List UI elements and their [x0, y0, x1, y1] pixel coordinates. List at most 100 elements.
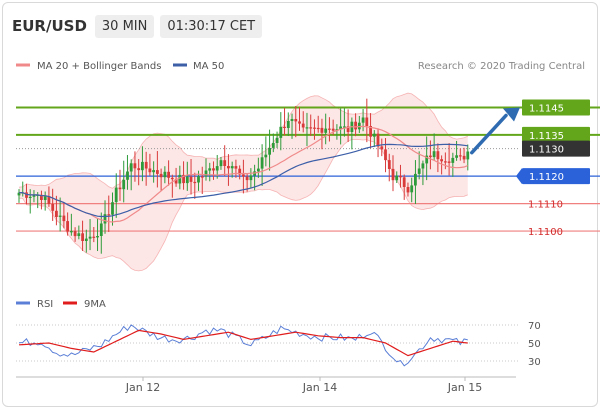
candle-body [200, 176, 204, 178]
projection-arrow-shaft [470, 113, 508, 155]
candle-body [17, 192, 21, 196]
candle-body [309, 127, 313, 129]
candle-body [417, 168, 421, 174]
candle-body [365, 117, 369, 126]
candle-body [174, 179, 178, 184]
candle-body [257, 168, 260, 172]
candle-body [111, 202, 114, 215]
candle-body [193, 181, 197, 184]
time-label-jan-12: Jan 12 [125, 381, 160, 394]
candle-body [230, 166, 234, 169]
candle-body [144, 161, 148, 169]
candle-body [354, 121, 357, 130]
candle-body [88, 236, 92, 239]
candle-body [133, 163, 137, 169]
candle-body [387, 160, 391, 169]
candle-body [421, 163, 425, 169]
candle-body [223, 160, 227, 166]
candle-body [455, 155, 458, 158]
candle-body [163, 171, 167, 178]
main-plot: 1.1145 1.1135 1.1130 1.1120 1.1110 1.1100 [16, 92, 600, 272]
ma50-line [18, 143, 468, 218]
candle-body [275, 137, 279, 143]
research-credit: Research © 2020 Trading Central [418, 61, 585, 72]
ma50-legend-label: MA 50 [193, 61, 224, 72]
candle-body [212, 168, 215, 171]
time-axis-labels: Jan 12 Jan 14 Jan 15 [125, 377, 482, 394]
candle-body [324, 128, 328, 133]
candle-body [28, 196, 32, 198]
time-label-jan-14: Jan 14 [302, 381, 337, 394]
candle-body [343, 126, 346, 128]
candle-body [107, 214, 111, 216]
candle-body [346, 126, 350, 132]
candle-body [238, 168, 242, 175]
rsi-ma-line [18, 329, 468, 357]
candle-body [447, 161, 451, 163]
chart-header: EUR/USD 30 MIN 01:30:17 CET [12, 12, 268, 40]
candle-body [361, 117, 365, 123]
candle-body [320, 127, 324, 133]
candle-body [290, 119, 294, 121]
candle-body [339, 126, 342, 130]
symbol-label: EUR/USD [12, 17, 87, 35]
candle-body [204, 170, 208, 177]
candle-body [432, 151, 436, 158]
candle-body [152, 170, 155, 173]
candle-body [66, 221, 69, 232]
candle-body [170, 177, 174, 180]
candle-body [395, 175, 399, 181]
candle-body [25, 192, 28, 198]
candle-body [182, 174, 185, 184]
candle-body [369, 126, 372, 137]
candle-body [47, 196, 51, 204]
candle-body [137, 168, 141, 171]
candle-body [148, 168, 152, 173]
candle-body [313, 127, 316, 129]
candle-body [391, 168, 395, 181]
candle-body [410, 185, 414, 193]
candle-body [451, 157, 455, 163]
candle-body [242, 174, 245, 177]
candle-body [51, 204, 55, 211]
rsi-plot: 70 50 30 [16, 321, 541, 368]
candle-body [84, 238, 88, 241]
candle-body [376, 133, 380, 147]
candle-body [271, 143, 275, 148]
candle-body [141, 161, 144, 171]
candle-body [245, 176, 249, 181]
level-tag-1.1135 [522, 126, 590, 143]
candle-body [414, 173, 417, 186]
candle-body [96, 236, 99, 238]
rsi-ma-legend-label: 9MA [84, 299, 106, 310]
candle-body [234, 166, 238, 169]
candle-body [294, 119, 298, 122]
candle-body [429, 155, 432, 158]
rsi-tick-30: 30 [528, 357, 541, 368]
candle-body [73, 231, 77, 237]
candle-body [118, 187, 122, 190]
candle-body [458, 155, 462, 157]
rsi-line [18, 324, 468, 367]
candle-body [298, 121, 301, 124]
candle-body [399, 175, 402, 178]
candle-body [283, 126, 286, 128]
rsi-tick-50: 50 [528, 339, 541, 350]
candle-body [129, 163, 133, 172]
candle-body [466, 151, 470, 160]
candle-body [77, 233, 81, 236]
candle-body [406, 187, 410, 193]
candle-body [122, 179, 126, 190]
timeframe-badge[interactable]: 30 MIN [94, 14, 155, 38]
level-label-1.1130: 1.1130 [529, 145, 564, 156]
candle-body [335, 129, 339, 131]
projection-arrow-head [503, 107, 520, 122]
candle-body [402, 177, 406, 187]
candle-body [436, 151, 440, 160]
candle-body [331, 128, 335, 131]
candle-body [444, 161, 447, 163]
candle-body [126, 171, 129, 180]
candle-body [40, 194, 43, 200]
candle-body [249, 175, 253, 181]
